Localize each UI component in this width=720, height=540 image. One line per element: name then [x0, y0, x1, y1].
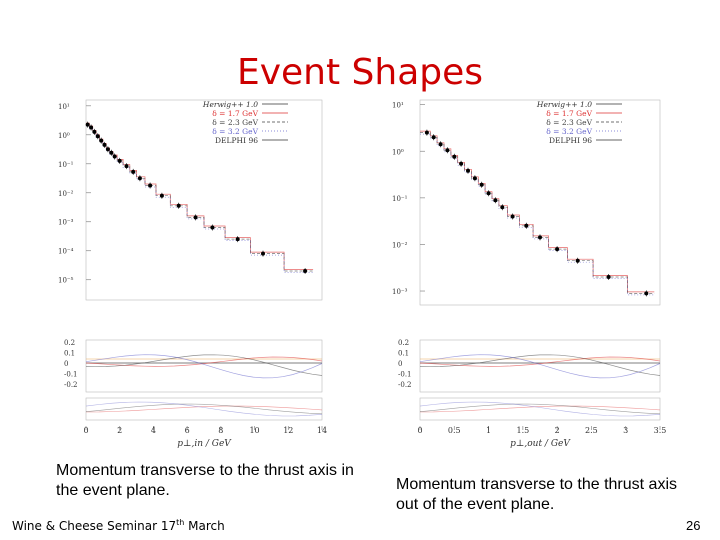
mc-line-1-1: [420, 132, 655, 294]
ratio-line-1-2: [419, 354, 661, 379]
xtick-label-0-0: 0: [83, 426, 88, 435]
legend-entry-1-1: δ = 1.7 GeV: [546, 109, 592, 118]
lower-frame-0: [85, 397, 323, 421]
lower-line-1-0: [419, 405, 661, 413]
ytick-label-1-3: 10⁻²: [392, 241, 408, 249]
main-frame-1: [419, 99, 661, 306]
ratio-tick-0-1: 0.1: [64, 350, 75, 358]
xtick-label-1-2: 1: [486, 426, 491, 435]
ytick-label-0-3: 10⁻²: [58, 190, 74, 198]
ratio-tick-1-2: 0: [398, 360, 402, 368]
ratio-line-1-1: [419, 354, 661, 376]
xtick-label-0-1: 2: [117, 426, 122, 435]
ratio-line-1-0: [419, 356, 661, 367]
legend-entry-0-0: Herwig++ 1.0: [202, 100, 258, 109]
ytick-label-0-6: 10⁻⁵: [58, 277, 74, 285]
lower-line-0-0: [85, 405, 323, 413]
legend-entry-1-2: δ = 2.3 GeV: [546, 118, 592, 127]
xtick-label-1-5: 2.5: [585, 426, 598, 435]
ratio-line-0-1: [85, 354, 323, 376]
xtick-label-1-3: 1.5: [516, 426, 529, 435]
caption-left: Momentum transverse to the thrust axis i…: [56, 462, 354, 499]
lower-line-1-2: [419, 401, 661, 417]
ratio-frame-1: [419, 339, 661, 393]
xtick-label-0-3: 6: [185, 426, 190, 435]
ytick-label-1-0: 10¹: [392, 102, 404, 110]
ratio-tick-1-3: -0.1: [398, 371, 412, 379]
xtick-label-0-5: 10: [249, 426, 259, 435]
ytick-label-1-4: 10⁻³: [392, 288, 408, 296]
xtick-label-0-4: 8: [218, 426, 223, 435]
xtick-label-1-4: 2: [555, 426, 560, 435]
ytick-label-1-1: 10⁰: [392, 148, 404, 156]
xaxis-label-0: p⊥,in / GeV: [177, 439, 232, 449]
ytick-label-0-4: 10⁻³: [58, 219, 74, 227]
legend-entry-1-0: Herwig++ 1.0: [536, 100, 592, 109]
xtick-label-0-6: 12: [283, 426, 293, 435]
ytick-label-1-2: 10⁻¹: [392, 195, 408, 203]
ratio-line-0-0: [85, 356, 323, 367]
caption-right: Momentum transverse to the thrust axis o…: [396, 476, 677, 513]
lower-frame-1: [419, 397, 661, 421]
footer: Wine & Cheese Seminar 17th March: [12, 518, 225, 533]
legend-entry-0-1: δ = 1.7 GeV: [212, 109, 258, 118]
mc-line-0-0: [86, 122, 314, 270]
ratio-tick-0-4: -0.2: [64, 381, 78, 389]
footer-sup: th: [176, 518, 185, 527]
ytick-label-0-2: 10⁻¹: [58, 161, 74, 169]
legend-entry-0-4: DELPHI 96: [215, 136, 258, 145]
page-number: 26: [686, 518, 701, 533]
slide-title: Event Shapes: [236, 52, 484, 93]
footer-text: Wine & Cheese Seminar 17: [12, 519, 177, 533]
ratio-line-0-2: [85, 354, 323, 379]
footer-month: March: [188, 519, 225, 533]
ratio-tick-0-3: -0.1: [64, 371, 78, 379]
xtick-label-1-0: 0: [417, 426, 422, 435]
lower-line-0-2: [85, 401, 323, 417]
xaxis-label-1: p⊥,out / GeV: [510, 439, 571, 449]
lower-line-1-1: [419, 403, 661, 415]
legend-entry-1-3: δ = 3.2 GeV: [546, 127, 592, 136]
lower-line-0-1: [85, 403, 323, 415]
ratio-tick-0-2: 0: [64, 360, 68, 368]
ratio-tick-1-1: 0.1: [398, 350, 409, 358]
legend-entry-1-4: DELPHI 96: [549, 136, 592, 145]
xtick-label-1-6: 3: [623, 426, 628, 435]
xtick-label-0-7: 14: [317, 426, 327, 435]
ytick-label-0-5: 10⁻⁴: [58, 248, 74, 256]
main-frame-0: [85, 99, 323, 301]
xtick-label-1-7: 3.5: [654, 426, 667, 435]
ratio-frame-0: [85, 339, 323, 393]
ratio-tick-1-4: -0.2: [398, 381, 412, 389]
xtick-label-0-2: 4: [151, 426, 156, 435]
mc-line-0-1: [86, 124, 314, 272]
ytick-label-0-1: 10⁰: [58, 132, 70, 140]
xtick-label-1-1: 0.5: [448, 426, 461, 435]
legend-entry-0-2: δ = 2.3 GeV: [212, 118, 258, 127]
ytick-label-0-0: 10¹: [58, 103, 70, 111]
ratio-tick-1-0: 0.2: [398, 339, 409, 347]
legend-entry-0-3: δ = 3.2 GeV: [212, 127, 258, 136]
mc-line-0-2: [86, 125, 314, 273]
ratio-tick-0-0: 0.2: [64, 339, 75, 347]
